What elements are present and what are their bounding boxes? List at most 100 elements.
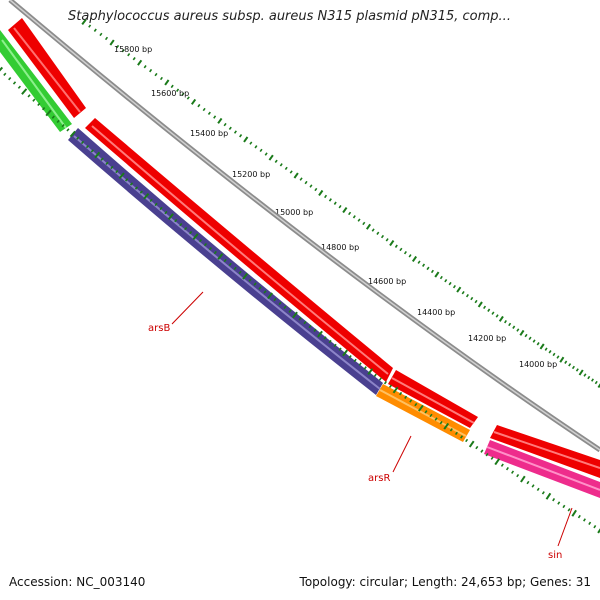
- outer-tick: [483, 305, 487, 310]
- inner-tick: [110, 165, 114, 170]
- outer-tick: [465, 293, 469, 298]
- inner-tick: [552, 497, 556, 502]
- outer-tick: [491, 311, 495, 315]
- outer-tick: [338, 204, 342, 209]
- outer-tick: [597, 383, 600, 389]
- inner-tick: [388, 384, 393, 388]
- inner-tick: [149, 198, 153, 203]
- inner-tick: [45, 109, 52, 117]
- inner-tick: [485, 452, 489, 457]
- outer-tick: [422, 263, 426, 267]
- outer-tick: [448, 281, 452, 286]
- inner-ruler-ticks: [0, 66, 600, 534]
- inner-tick: [94, 151, 101, 159]
- outer-tick: [583, 373, 587, 377]
- ruler-label-15200: 15200 bp: [232, 170, 270, 179]
- inner-tick: [159, 206, 163, 211]
- gene-label-sin: sin: [548, 550, 562, 561]
- inner-tick: [342, 349, 349, 357]
- outer-tick: [539, 343, 545, 350]
- outer-tick: [143, 65, 147, 69]
- outer-tick: [357, 218, 361, 222]
- inner-tick: [313, 328, 317, 332]
- inner-tick: [465, 438, 469, 443]
- inner-tick: [134, 186, 139, 190]
- inner-tick: [468, 440, 475, 448]
- inner-tick: [76, 136, 80, 140]
- outer-tick: [109, 39, 115, 46]
- inner-tick: [505, 466, 509, 471]
- outer-tick: [532, 339, 536, 343]
- inner-tick: [228, 262, 232, 267]
- outer-tick: [365, 223, 372, 230]
- gene-green-feature: [0, 30, 72, 132]
- outer-tick: [259, 148, 263, 153]
- inner-tick: [588, 521, 592, 526]
- outer-tick: [249, 141, 253, 145]
- ruler-label-14600: 14600 bp: [368, 277, 406, 286]
- outer-tick: [99, 32, 103, 37]
- inner-tick: [378, 377, 382, 381]
- inner-tick: [317, 330, 323, 338]
- inner-tick: [37, 102, 41, 107]
- outer-tick: [587, 375, 591, 380]
- outer-tick: [376, 231, 380, 235]
- inner-tick: [399, 391, 403, 396]
- outer-tick: [289, 170, 293, 174]
- outer-tick: [380, 234, 385, 239]
- gene-label-arsB: arsB: [148, 323, 170, 334]
- inner-tick: [443, 422, 450, 430]
- outer-tick: [524, 333, 528, 338]
- gene-arsB-highlight: [73, 135, 381, 390]
- ruler-label-15000: 15000 bp: [275, 208, 313, 217]
- outer-tick: [197, 103, 201, 108]
- outer-ruler-ticks: [81, 18, 600, 389]
- ruler-label-14000: 14000 bp: [519, 360, 557, 369]
- outer-tick: [186, 96, 190, 100]
- outer-tick: [434, 271, 440, 278]
- inner-tick: [105, 161, 109, 166]
- outer-tick: [243, 136, 249, 143]
- inner-tick: [516, 473, 520, 478]
- outer-tick: [389, 240, 395, 247]
- outer-tick: [213, 115, 217, 119]
- outer-tick: [318, 189, 324, 196]
- outer-tick: [575, 368, 579, 372]
- outer-tick: [512, 325, 516, 329]
- inner-tick: [303, 321, 307, 325]
- inner-tick: [242, 272, 249, 280]
- outer-tick: [516, 328, 520, 332]
- inner-tick: [179, 222, 183, 227]
- outer-tick: [223, 122, 227, 127]
- outer-tick: [394, 244, 398, 248]
- outer-tick: [132, 57, 136, 61]
- inner-tick: [198, 239, 203, 243]
- inner-tick: [328, 339, 332, 344]
- inner-tick: [323, 336, 327, 340]
- inner-tick: [8, 76, 12, 81]
- inner-tick: [238, 270, 242, 275]
- outer-tick: [461, 290, 465, 295]
- gene-red-arsR-highlight: [391, 377, 475, 424]
- gene-red-top-left: [8, 18, 86, 118]
- inner-tick: [283, 305, 287, 309]
- outer-tick: [385, 238, 389, 242]
- inner-tick: [174, 218, 178, 223]
- outer-tick: [352, 215, 356, 219]
- inner-tick: [557, 501, 561, 505]
- inner-tick: [85, 144, 90, 149]
- outer-tick: [333, 201, 337, 205]
- inner-tick: [253, 282, 257, 286]
- outer-tick: [164, 79, 170, 86]
- outer-tick: [548, 350, 552, 354]
- inner-tick: [460, 435, 464, 439]
- accession-label: Accession: NC_003140: [9, 575, 146, 589]
- inner-tick: [267, 292, 273, 300]
- ruler-label-14800: 14800 bp: [321, 243, 359, 252]
- inner-tick: [449, 428, 453, 432]
- inner-tick: [56, 119, 60, 124]
- inner-tick: [333, 343, 337, 348]
- outer-tick: [564, 360, 568, 364]
- outer-tick: [239, 134, 243, 138]
